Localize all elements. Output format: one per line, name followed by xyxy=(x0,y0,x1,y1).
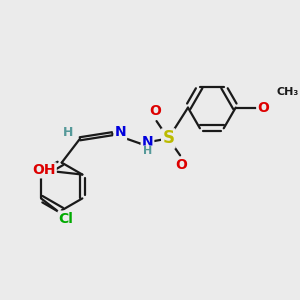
Text: CH₃: CH₃ xyxy=(276,87,298,97)
Text: O: O xyxy=(149,104,161,118)
Text: N: N xyxy=(142,135,153,149)
Text: O: O xyxy=(176,158,188,172)
Text: OH: OH xyxy=(32,163,56,177)
Text: N: N xyxy=(115,125,126,139)
Text: Cl: Cl xyxy=(59,212,74,226)
Text: H: H xyxy=(143,146,153,156)
Text: H: H xyxy=(63,126,73,139)
Text: O: O xyxy=(257,100,269,115)
Text: S: S xyxy=(162,130,174,148)
